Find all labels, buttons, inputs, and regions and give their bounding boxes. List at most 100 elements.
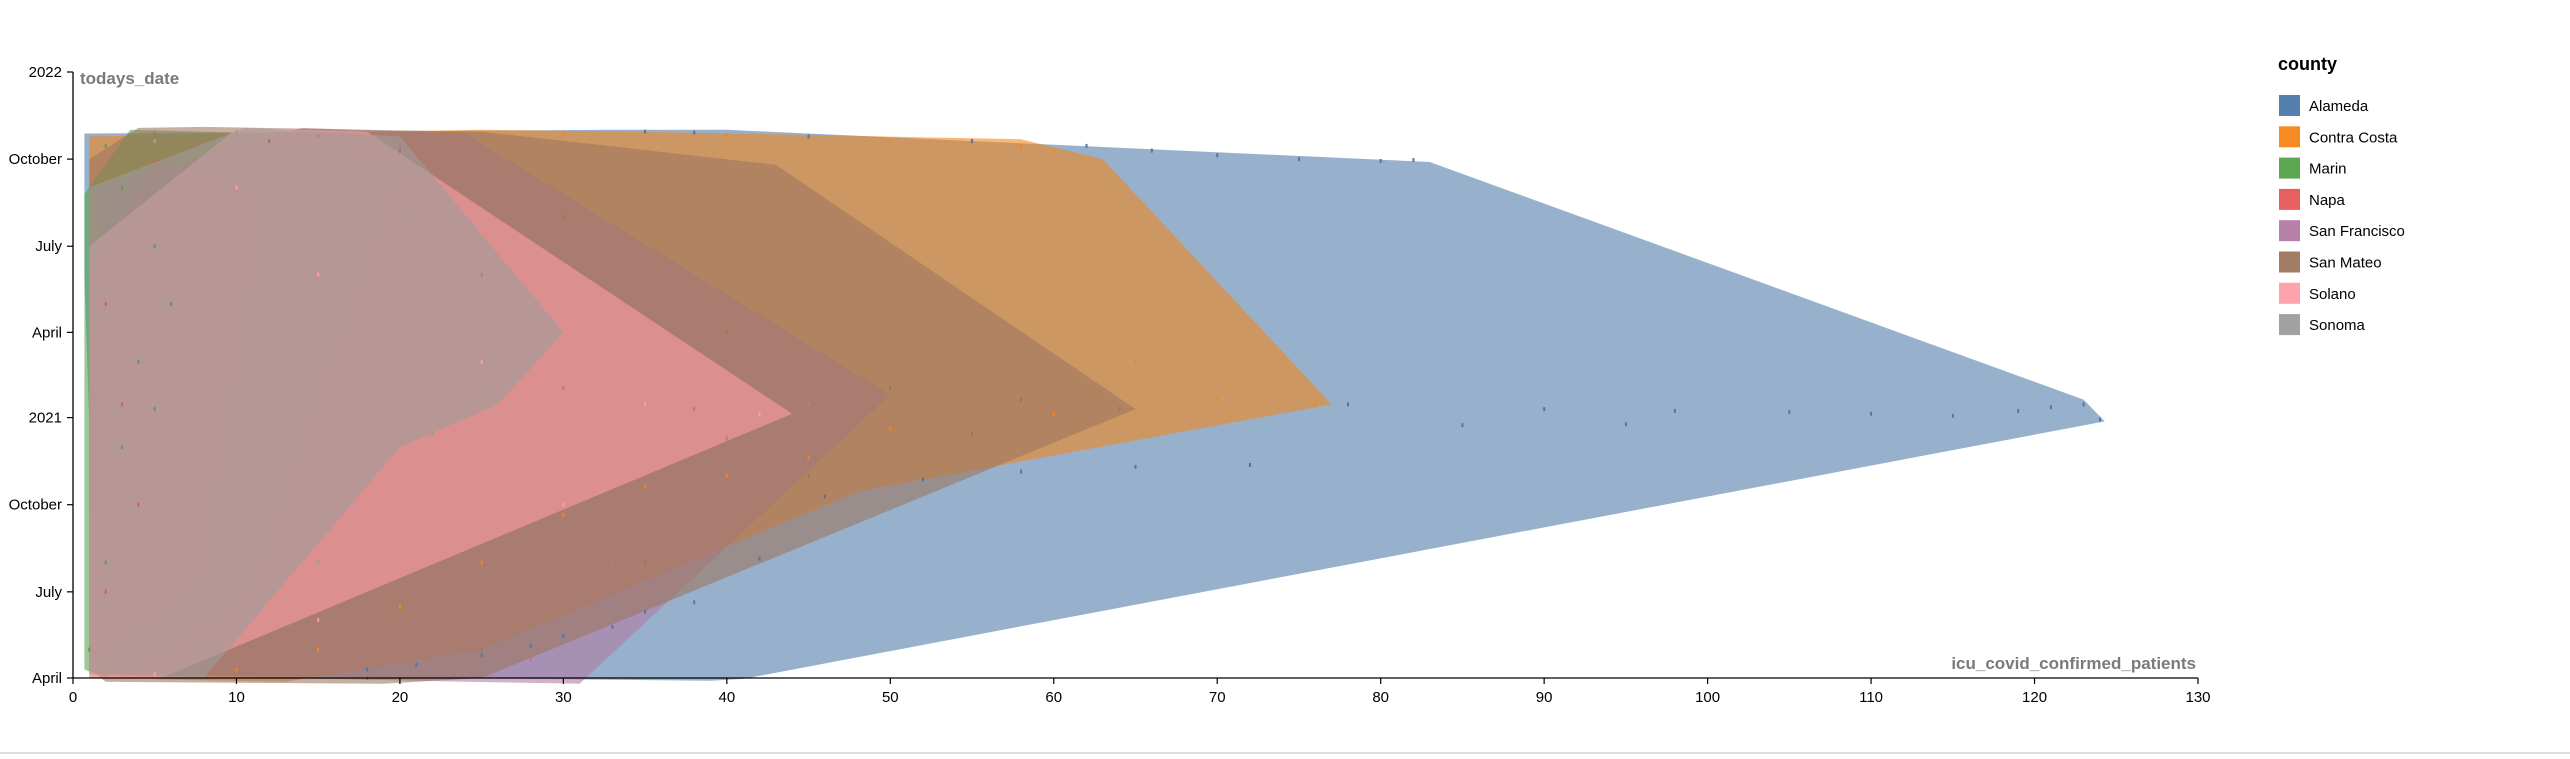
axis-layer bbox=[72, 72, 2198, 679]
point-alameda-9 bbox=[1412, 158, 1415, 163]
point-napa-1 bbox=[121, 402, 123, 407]
point-contra-costa-6 bbox=[1216, 397, 1219, 402]
point-san-mateo-3 bbox=[562, 214, 565, 219]
point-alameda-0 bbox=[644, 129, 647, 134]
point-contra-costa-12 bbox=[644, 484, 647, 489]
y-tick-label-0: April bbox=[32, 670, 62, 687]
point-alameda-19 bbox=[2098, 417, 2101, 422]
point-san-francisco-2 bbox=[398, 143, 401, 148]
x-tick-label-11: 110 bbox=[1859, 689, 1883, 706]
point-napa-3 bbox=[104, 589, 107, 594]
point-san-mateo-11 bbox=[480, 647, 483, 652]
y-axis-title: todays_date bbox=[80, 69, 179, 88]
point-solano-2 bbox=[317, 272, 320, 277]
legend-label-san-francisco: San Francisco bbox=[2309, 223, 2405, 240]
point-alameda-10 bbox=[1347, 402, 1349, 407]
point-marin-1 bbox=[121, 185, 123, 190]
x-tick-label-4: 40 bbox=[719, 689, 736, 706]
point-san-francisco-7 bbox=[725, 436, 728, 441]
point-san-mateo-7 bbox=[1118, 407, 1121, 412]
point-san-mateo-0 bbox=[153, 131, 156, 136]
legend-label-napa: Napa bbox=[2309, 192, 2346, 209]
point-alameda-6 bbox=[1216, 153, 1219, 158]
y-tick-label-4: April bbox=[32, 324, 62, 341]
point-san-mateo-10 bbox=[644, 560, 647, 565]
legend-label-sonoma: Sonoma bbox=[2309, 317, 2366, 334]
point-marin-5 bbox=[153, 407, 156, 412]
point-marin-9 bbox=[88, 647, 91, 652]
y-tick-label-6: October bbox=[9, 151, 62, 168]
point-alameda-4 bbox=[1085, 143, 1088, 148]
point-sonoma-1 bbox=[235, 129, 238, 134]
x-tick-label-6: 60 bbox=[1045, 689, 1062, 706]
point-sonoma-7 bbox=[202, 647, 205, 652]
point-solano-4 bbox=[644, 402, 647, 407]
point-san-mateo-6 bbox=[1020, 397, 1023, 402]
legend-label-san-mateo: San Mateo bbox=[2309, 255, 2382, 272]
point-layer bbox=[88, 129, 2101, 680]
point-san-mateo-8 bbox=[971, 431, 973, 436]
y-tick-label-7: 2022 bbox=[29, 64, 62, 81]
point-alameda-17 bbox=[2049, 405, 2052, 410]
legend-swatch-alameda bbox=[2279, 95, 2300, 116]
point-san-francisco-1 bbox=[317, 134, 320, 139]
point-san-francisco-5 bbox=[693, 407, 696, 412]
point-contra-costa-11 bbox=[725, 473, 728, 478]
point-alameda-1 bbox=[693, 130, 696, 135]
x-tick-label-9: 90 bbox=[1536, 689, 1553, 706]
point-contra-costa-7 bbox=[1314, 402, 1317, 407]
point-contra-costa-9 bbox=[889, 427, 892, 431]
x-tick-label-13: 130 bbox=[2185, 689, 2210, 706]
x-tick-label-10: 100 bbox=[1695, 689, 1720, 706]
point-sonoma-0 bbox=[153, 139, 156, 144]
point-sonoma-5 bbox=[431, 431, 434, 436]
area-sonoma bbox=[89, 127, 564, 678]
point-alameda-27 bbox=[758, 556, 761, 561]
point-alameda-20 bbox=[1624, 422, 1627, 427]
point-marin-3 bbox=[170, 302, 173, 306]
point-sonoma-4 bbox=[480, 386, 483, 391]
point-alameda-18 bbox=[2082, 402, 2085, 407]
x-tick-label-1: 10 bbox=[228, 689, 245, 706]
point-marin-6 bbox=[121, 445, 123, 449]
point-contra-costa-4 bbox=[1052, 148, 1055, 153]
point-san-francisco-3 bbox=[480, 272, 483, 277]
point-alameda-30 bbox=[611, 624, 614, 629]
point-alameda-26 bbox=[823, 494, 826, 499]
point-alameda-33 bbox=[480, 653, 483, 658]
point-marin-8 bbox=[104, 560, 107, 565]
legend-label-marin: Marin bbox=[2309, 161, 2347, 178]
point-contra-costa-15 bbox=[398, 605, 401, 609]
point-san-mateo-1 bbox=[268, 139, 271, 144]
point-san-mateo-4 bbox=[725, 330, 728, 335]
point-alameda-16 bbox=[2017, 409, 2020, 413]
point-contra-costa-3 bbox=[1020, 143, 1023, 148]
point-alameda-35 bbox=[366, 667, 369, 672]
x-tick-label-0: 0 bbox=[69, 689, 77, 706]
point-contra-costa-13 bbox=[562, 513, 565, 518]
point-san-francisco-8 bbox=[611, 560, 614, 565]
point-contra-costa-5 bbox=[1134, 359, 1137, 364]
point-alameda-13 bbox=[1788, 409, 1791, 414]
y-tick-label-3: 2021 bbox=[29, 410, 62, 427]
y-tick-label-5: July bbox=[35, 238, 62, 255]
x-tick-label-3: 30 bbox=[555, 689, 572, 706]
legend-swatch-solano bbox=[2279, 282, 2300, 304]
legend-swatch-marin bbox=[2279, 157, 2300, 179]
point-sonoma-6 bbox=[317, 560, 320, 565]
point-alameda-25 bbox=[922, 477, 924, 482]
point-contra-costa-17 bbox=[235, 667, 238, 672]
point-solano-6 bbox=[562, 502, 565, 507]
point-alameda-21 bbox=[1461, 423, 1464, 428]
point-solano-8 bbox=[153, 672, 156, 677]
point-alameda-34 bbox=[415, 662, 418, 667]
point-alameda-24 bbox=[1020, 469, 1023, 474]
point-alameda-3 bbox=[971, 139, 973, 144]
point-alameda-8 bbox=[1379, 159, 1382, 163]
x-axis-title: icu_covid_confirmed_patients bbox=[1951, 654, 2196, 673]
point-alameda-5 bbox=[1150, 148, 1153, 153]
point-san-francisco-10 bbox=[464, 672, 467, 677]
point-san-francisco-4 bbox=[562, 386, 565, 391]
point-contra-costa-8 bbox=[1052, 411, 1055, 416]
point-alameda-32 bbox=[529, 643, 532, 648]
